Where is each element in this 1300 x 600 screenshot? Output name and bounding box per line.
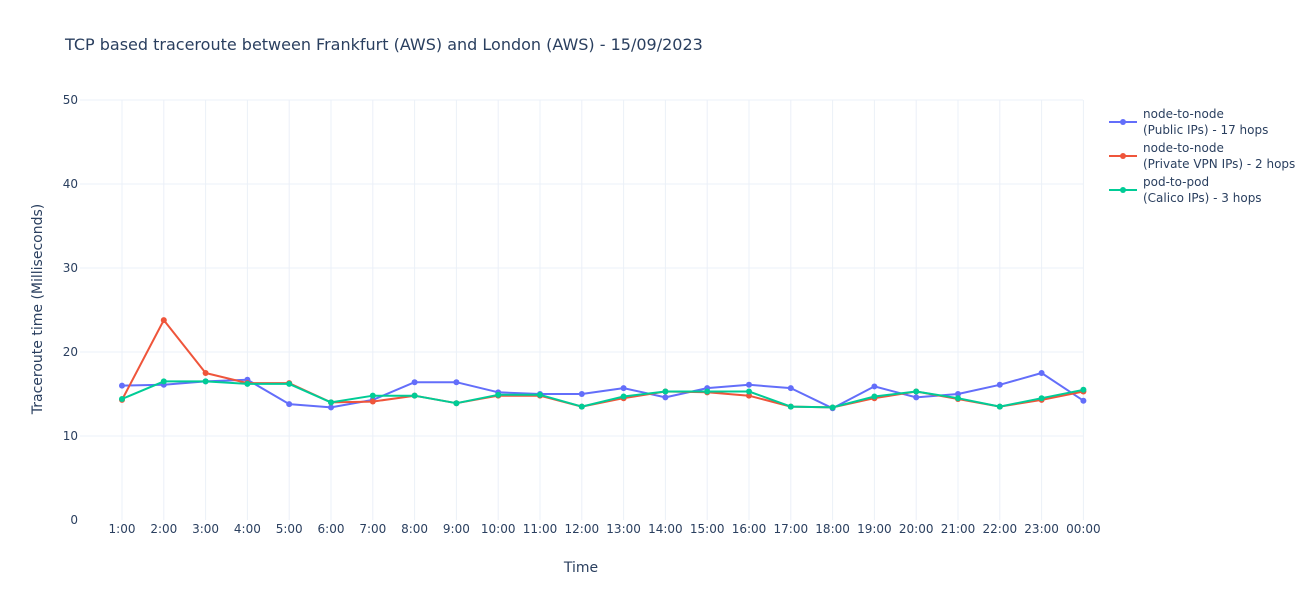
data-point[interactable] [578,403,585,410]
x-tick-label: 5:00 [276,522,303,536]
data-point[interactable] [286,401,293,408]
x-tick-label: 9:00 [443,522,470,536]
y-axis-ticks: 0 10 20 30 40 50 [63,93,78,527]
legend-label: (Calico IPs) - 3 hops [1143,191,1262,205]
data-point[interactable] [328,399,334,406]
x-tick-label: 2:00 [150,522,177,536]
data-point[interactable] [662,388,669,395]
x-tick-label: 15:00 [690,522,725,536]
chart-title: TCP based traceroute between Frankfurt (… [64,35,703,54]
legend-swatch-marker [1120,187,1126,193]
data-point[interactable] [871,393,878,400]
data-point[interactable] [369,392,376,399]
data-point[interactable] [746,392,752,399]
x-tick-label: 10:00 [481,522,516,536]
data-point[interactable] [1038,370,1045,376]
data-point[interactable] [996,403,1003,410]
legend-label: pod-to-pod [1143,175,1209,189]
x-tick-label: 19:00 [857,522,892,536]
x-tick-label: 20:00 [899,522,934,536]
data-point[interactable] [620,393,627,400]
x-tick-label: 12:00 [565,522,600,536]
data-point[interactable] [829,404,836,411]
data-point[interactable] [578,391,585,397]
series-1 [119,370,1087,412]
data-point[interactable] [787,403,794,410]
x-tick-label: 1:00 [109,522,136,536]
data-point[interactable] [955,391,961,397]
data-point[interactable] [244,380,251,387]
data-point[interactable] [746,381,752,388]
x-axis-title: Time [563,560,598,576]
y-tick-label: 40 [63,177,78,191]
x-tick-label: 6:00 [318,522,345,536]
legend-label: (Public IPs) - 17 hops [1143,123,1268,137]
data-point[interactable] [453,400,460,407]
plot-area [119,317,1087,412]
data-point[interactable] [955,395,961,402]
legend-swatch-marker [1120,153,1126,159]
data-point[interactable] [996,381,1003,388]
data-point[interactable] [119,396,125,403]
y-tick-label: 20 [63,345,78,359]
x-tick-label: 18:00 [815,522,850,536]
data-point[interactable] [662,394,669,401]
x-tick-label: 14:00 [648,522,683,536]
legend-label: node-to-node [1143,141,1224,155]
data-point[interactable] [913,388,920,395]
data-point[interactable] [495,391,502,398]
y-tick-label: 50 [63,93,78,107]
y-tick-label: 30 [63,261,78,275]
x-tick-label: 11:00 [523,522,558,536]
x-axis-ticks: 1:00 2:00 3:00 4:00 5:00 6:00 7:00 8:00 9:00 10:0… [109,522,1101,536]
data-point[interactable] [160,317,167,324]
x-tick-label: 3:00 [192,522,219,536]
data-point[interactable] [1080,386,1087,393]
data-point[interactable] [1080,397,1087,404]
legend-item[interactable]: pod-to-pod (Calico IPs) - 3 hops [1109,175,1262,205]
x-tick-label: 7:00 [359,522,386,536]
x-tick-label: 8:00 [401,522,428,536]
x-tick-label: 16:00 [732,522,767,536]
data-point[interactable] [411,379,418,386]
data-point[interactable] [119,382,125,389]
data-point[interactable] [704,388,711,395]
data-point[interactable] [871,383,878,390]
legend-label: node-to-node [1143,107,1224,121]
y-axis-title: Traceroute time (Milliseconds) [30,204,46,415]
data-point[interactable] [328,404,334,411]
x-tick-label: 00:00 [1066,522,1101,536]
data-point[interactable] [537,391,543,398]
data-point[interactable] [202,370,209,376]
data-point[interactable] [286,380,293,387]
series-line [121,372,1084,410]
x-tick-label: 23:00 [1024,522,1059,536]
data-point[interactable] [913,394,920,401]
data-point[interactable] [411,392,418,399]
data-point[interactable] [1038,395,1045,402]
x-tick-label: 22:00 [983,522,1018,536]
legend-item[interactable]: node-to-node (Private VPN IPs) - 2 hops [1109,141,1295,171]
data-point[interactable] [369,398,376,405]
x-tick-label: 4:00 [234,522,261,536]
y-tick-label: 0 [70,513,78,527]
x-tick-label: 13:00 [606,522,641,536]
data-point[interactable] [620,385,627,392]
data-point[interactable] [787,385,794,392]
x-tick-label: 21:00 [941,522,976,536]
data-point[interactable] [202,378,209,385]
data-point[interactable] [746,388,752,395]
grid-lines [80,99,1084,520]
data-point[interactable] [160,378,167,385]
legend-item[interactable]: node-to-node (Public IPs) - 17 hops [1109,107,1268,137]
legend-swatch-marker [1120,119,1126,125]
legend-label: (Private VPN IPs) - 2 hops [1143,157,1295,171]
legend[interactable]: node-to-node(Public IPs) - 17 hopsnode-t… [1109,107,1295,205]
data-point[interactable] [453,379,460,386]
x-tick-label: 17:00 [774,522,809,536]
y-tick-label: 10 [63,429,78,443]
series-line [121,380,1084,409]
series-3 [119,378,1087,411]
